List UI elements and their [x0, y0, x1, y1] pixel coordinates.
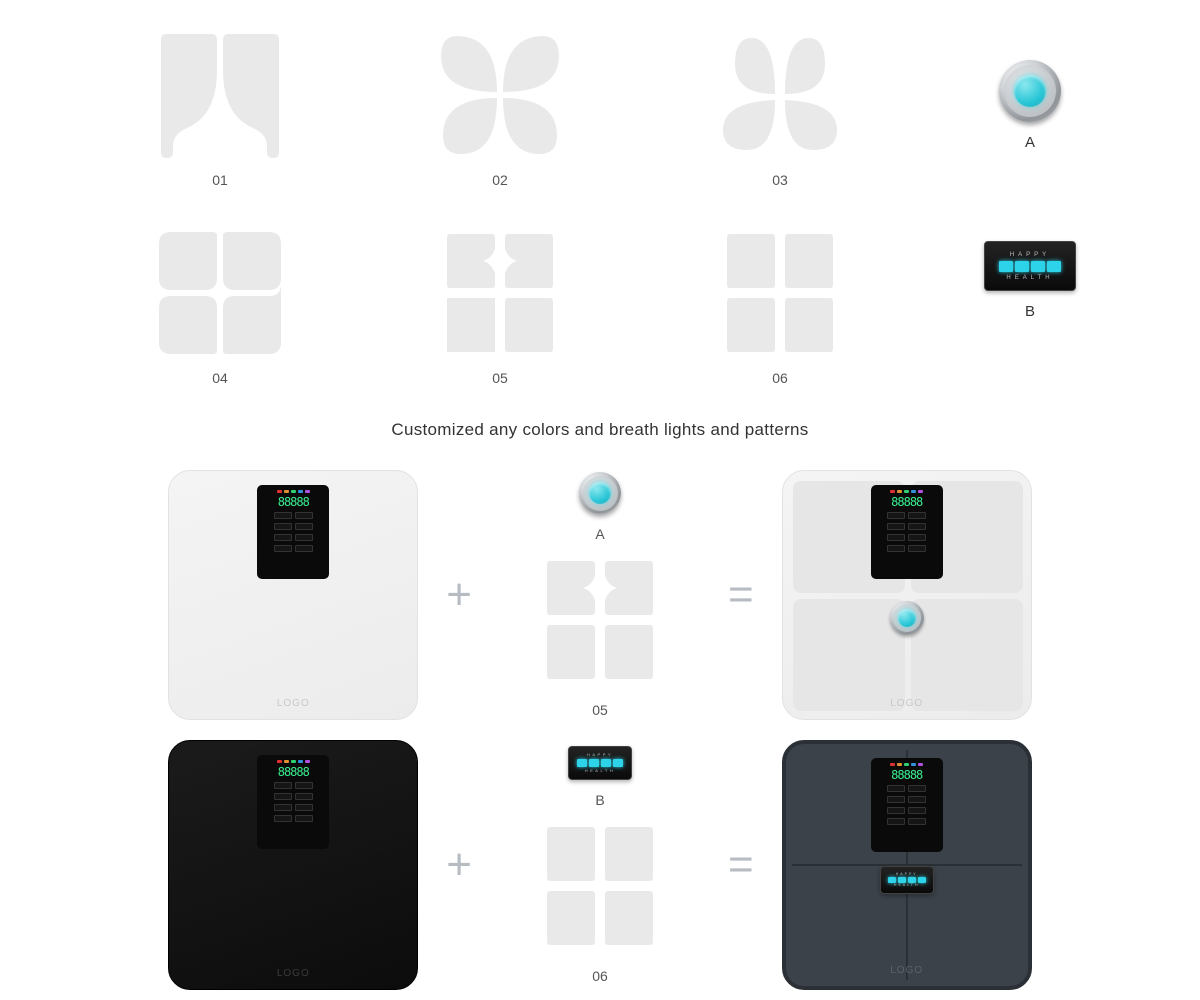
- mid-pattern-05: [530, 550, 670, 690]
- equation-row-2: 88888 LOGO + HAPPY HEALTH B 06 =: [0, 740, 1200, 990]
- scale-white-plain: 88888 LOGO: [168, 470, 418, 720]
- component-a-label: A: [1025, 134, 1035, 151]
- scale-dark-result: 88888 HAPPY HEALTH LOGO: [782, 740, 1032, 990]
- pattern-row-1: 01 02 03: [140, 30, 1060, 188]
- scale-black-plain: 88888 LOGO: [168, 740, 418, 990]
- display-b-small-icon: HAPPY HEALTH: [568, 746, 632, 780]
- display-b-on-scale-icon: HAPPY HEALTH: [880, 866, 934, 894]
- component-a: A: [999, 60, 1061, 151]
- display-b-bottom: HEALTH: [1006, 275, 1053, 281]
- scale-white-result-chip: 88888: [871, 485, 943, 579]
- button-a-icon: [999, 60, 1061, 122]
- pattern-03-label: 03: [772, 172, 788, 188]
- scale-logo: LOGO: [890, 698, 923, 709]
- components-column: A HAPPY HEALTH B: [960, 60, 1100, 320]
- plus-operator-1: +: [446, 570, 472, 620]
- pattern-02-shape: [435, 30, 565, 160]
- pattern-grid: 01 02 03: [140, 30, 1060, 426]
- pattern-01-shape: [155, 30, 285, 160]
- pattern-01: 01: [140, 30, 300, 188]
- mid-column-2: HAPPY HEALTH B 06: [500, 746, 700, 984]
- component-b-label: B: [1025, 303, 1035, 320]
- pattern-06-shape: [715, 228, 845, 358]
- scale-white-result: 88888 LOGO: [782, 470, 1032, 720]
- display-b-bars: [999, 261, 1061, 272]
- pattern-06-label: 06: [772, 370, 788, 386]
- button-a-on-scale-icon: [890, 601, 924, 635]
- display-b-icon: HAPPY HEALTH: [984, 241, 1076, 291]
- display-b-top: HAPPY: [1010, 252, 1050, 258]
- pattern-05-shape: [435, 228, 565, 358]
- button-a-small-icon: [579, 472, 621, 514]
- pattern-04-shape: [155, 228, 285, 358]
- pattern-02-label: 02: [492, 172, 508, 188]
- mid-pattern-06: [530, 816, 670, 956]
- pattern-04: 04: [140, 228, 300, 386]
- chip-digits: 88888: [278, 496, 309, 508]
- component-b: HAPPY HEALTH B: [984, 241, 1076, 320]
- scale-logo: LOGO: [277, 698, 310, 709]
- scale-logo: LOGO: [277, 968, 310, 979]
- scale-dark-result-chip: 88888: [871, 758, 943, 852]
- equals-operator-1: =: [728, 570, 754, 620]
- scale-white-display-chip: 88888: [257, 485, 329, 579]
- pattern-02: 02: [420, 30, 580, 188]
- pattern-04-label: 04: [212, 370, 228, 386]
- pattern-01-label: 01: [212, 172, 228, 188]
- mid-a-label: A: [595, 526, 604, 542]
- mid-pattern-06-label: 06: [592, 968, 608, 984]
- scale-black-display-chip: 88888: [257, 755, 329, 849]
- scale-logo: LOGO: [890, 965, 923, 976]
- pattern-06: 06: [700, 228, 860, 386]
- pattern-03-shape: [715, 30, 845, 160]
- mid-column-1: A 05: [500, 472, 700, 718]
- pattern-row-2: 04 05: [140, 228, 1060, 386]
- plus-operator-2: +: [446, 840, 472, 890]
- mid-pattern-05-label: 05: [592, 702, 608, 718]
- pattern-05: 05: [420, 228, 580, 386]
- equation-row-1: 88888 LOGO + A 05 =: [0, 470, 1200, 720]
- equals-operator-2: =: [728, 840, 754, 890]
- tagline-text: Customized any colors and breath lights …: [0, 420, 1200, 440]
- pattern-03: 03: [700, 30, 860, 188]
- pattern-05-label: 05: [492, 370, 508, 386]
- mid-b-label: B: [595, 792, 604, 808]
